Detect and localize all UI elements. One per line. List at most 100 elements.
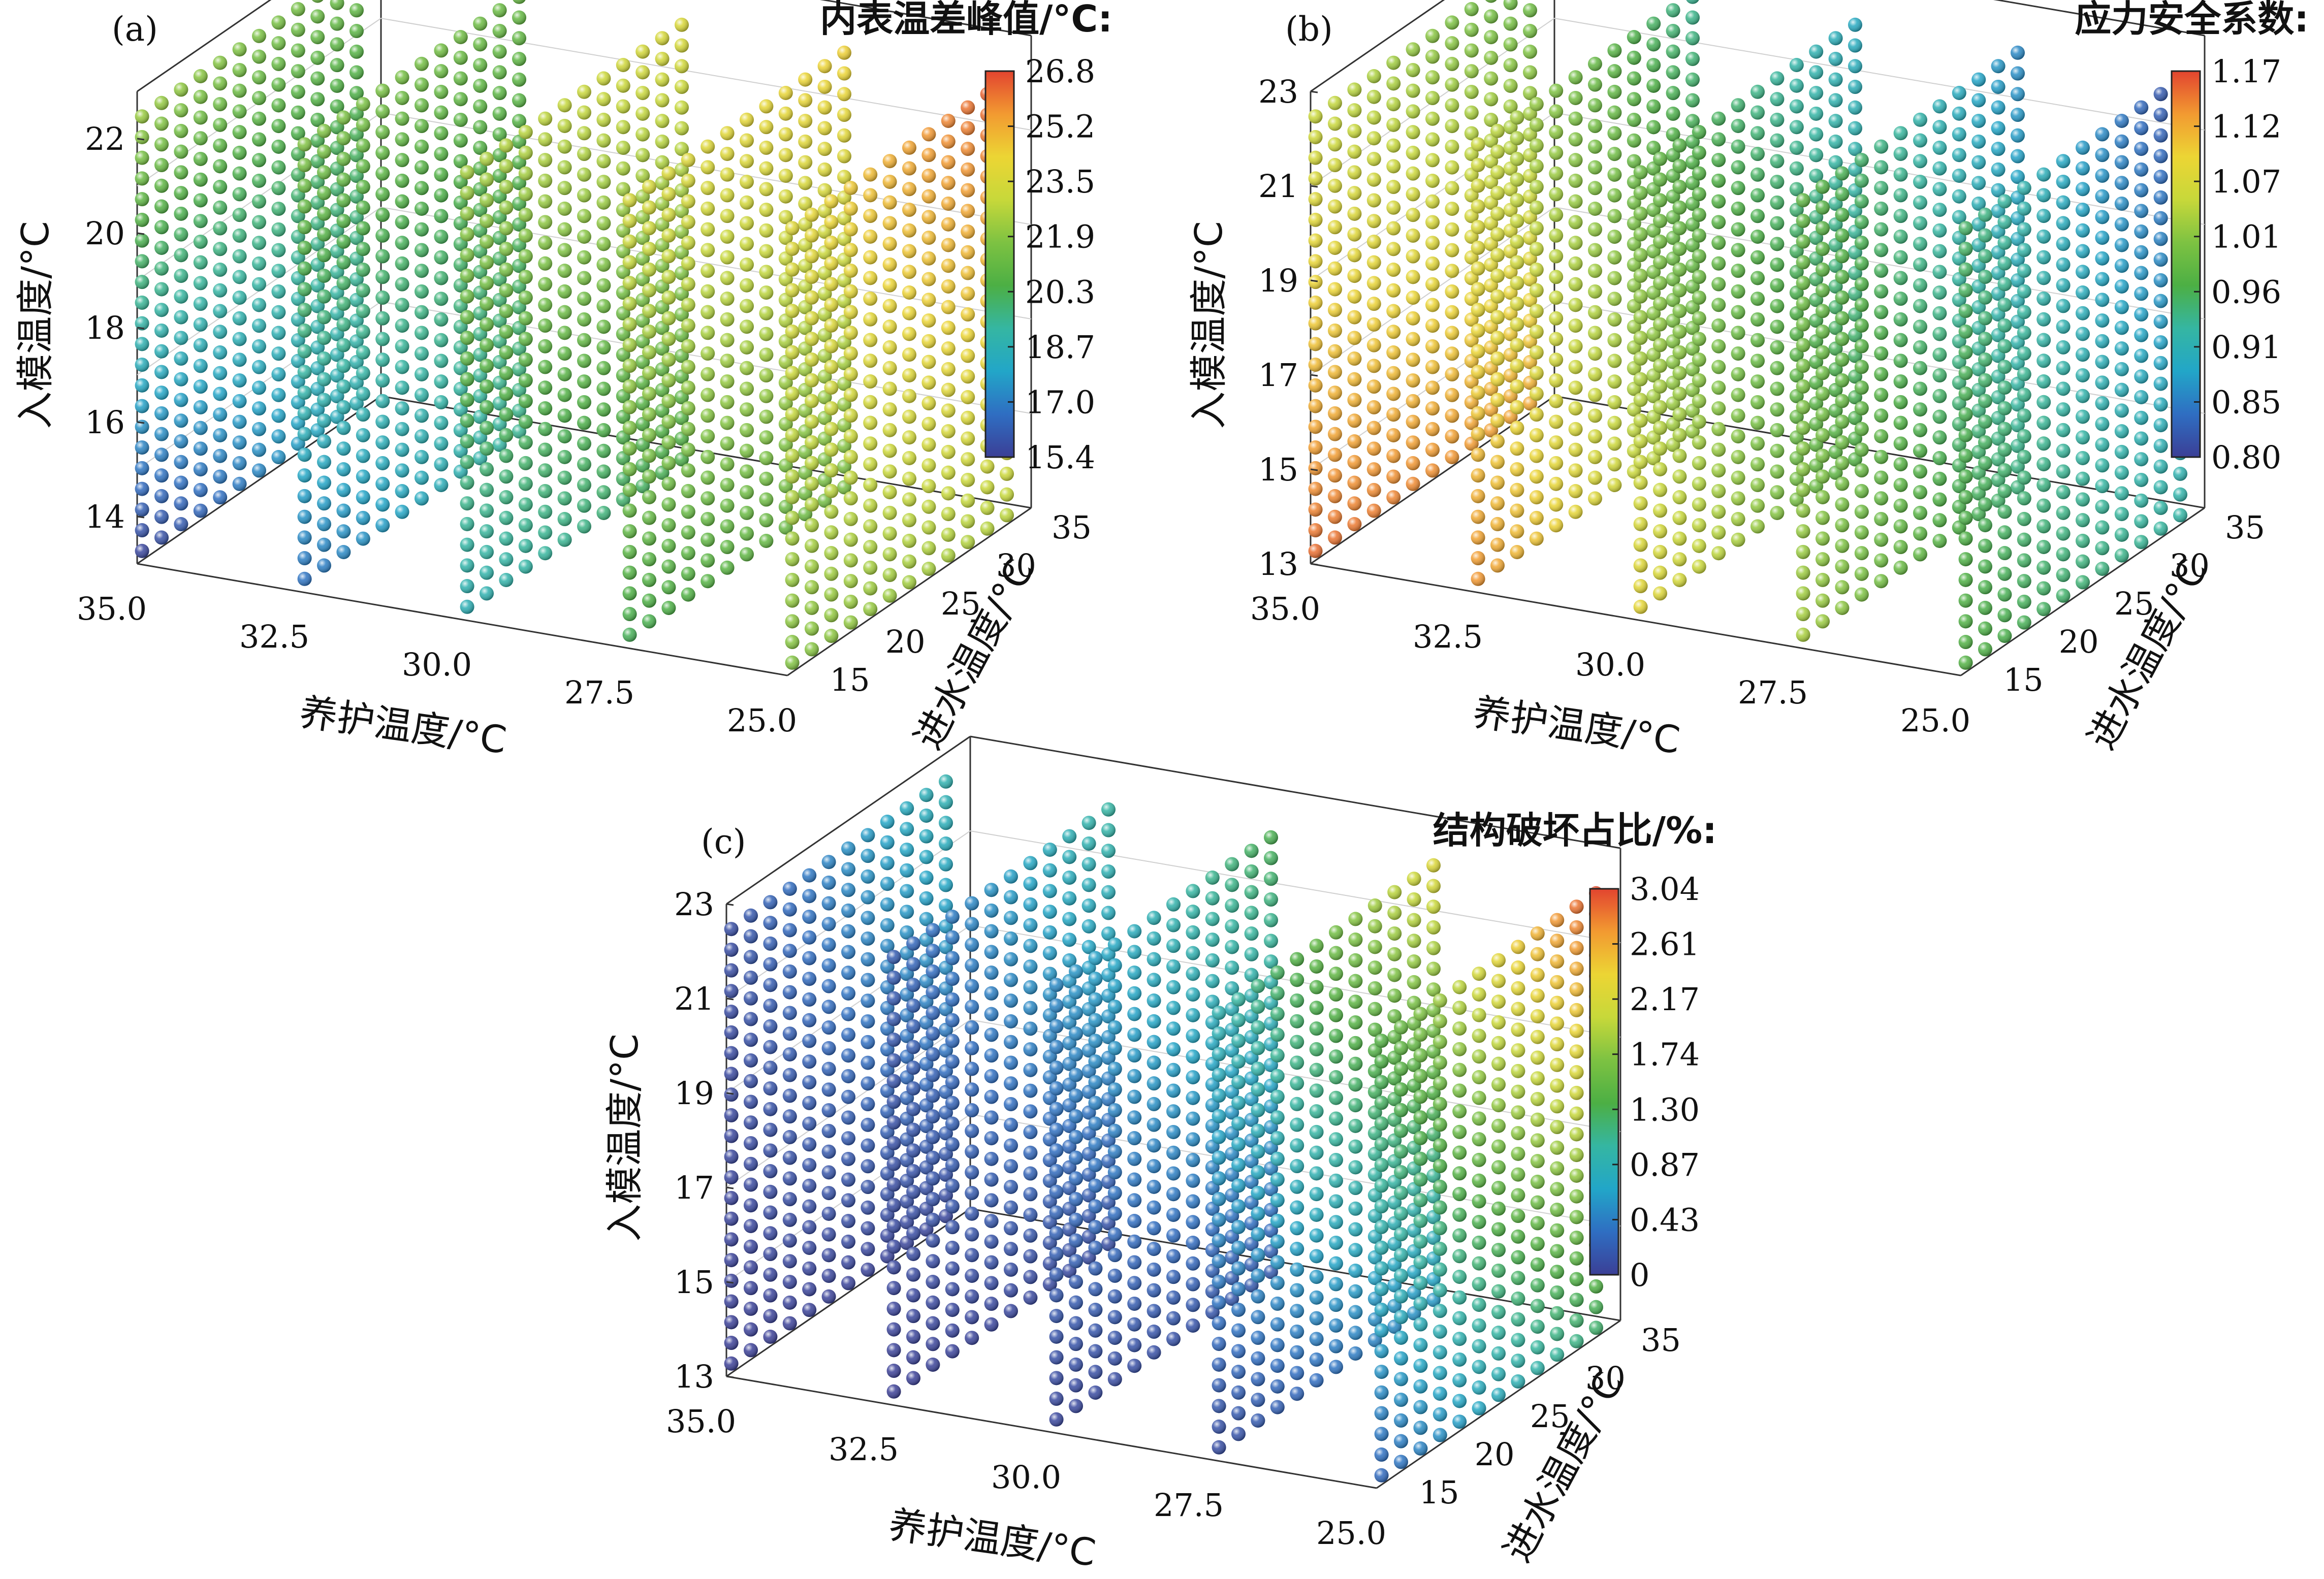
data-point-shade [1588, 119, 1602, 134]
data-point-shade [1672, 262, 1687, 277]
data-point-shade [843, 408, 858, 423]
data-point-shade [1991, 142, 2005, 156]
data-point-shade [1874, 429, 1889, 443]
data-point-shade [1854, 587, 1869, 602]
data-point-shade [1588, 346, 1602, 361]
data-point-shade [174, 413, 188, 428]
data-point-shade [843, 284, 858, 299]
data-point-shade [805, 559, 819, 574]
data-point-shade [1549, 145, 1564, 160]
data-point-shade [596, 423, 611, 438]
data-point-shade [1711, 318, 1726, 333]
data-point-shade [921, 272, 936, 286]
data-point-shade [882, 361, 897, 375]
data-point-shade [174, 434, 188, 449]
data-point-shade [310, 30, 325, 45]
data-point-shade [395, 90, 409, 105]
data-point-shade [252, 215, 266, 230]
data-point-shade [642, 242, 656, 256]
data-point-shade [1510, 255, 1524, 270]
data-point-shade [1425, 360, 1440, 374]
data-point-shade [480, 193, 494, 208]
data-point-shade [1503, 0, 1518, 10]
data-point-shade [681, 504, 695, 519]
data-point-shade [317, 393, 331, 407]
data-point-shade [1366, 276, 1381, 291]
data-point-shade [902, 389, 916, 403]
data-point-shade [1549, 228, 1564, 243]
data-point-shade [193, 482, 208, 497]
data-point-shade [1997, 629, 2012, 643]
data-point-shade [759, 285, 774, 300]
data-point-shade [336, 359, 351, 373]
data-point-shade [395, 256, 409, 271]
data-point-shade [135, 543, 149, 558]
data-point-shade [785, 614, 800, 629]
data-point-shade [1997, 587, 2012, 602]
data-point-shade [1672, 428, 1687, 442]
data-point-shade [2036, 519, 2051, 534]
data-point-shade [356, 138, 370, 153]
data-point-shade [577, 84, 591, 99]
data-point-shade [805, 456, 819, 470]
data-point-shade [460, 351, 474, 366]
data-point-shade [2017, 408, 2031, 423]
data-point-shade [174, 123, 188, 138]
data-point-shade [557, 367, 572, 381]
data-point-shade [1529, 304, 1544, 318]
data-point-shade [499, 428, 514, 442]
data-point-shade [330, 58, 344, 73]
data-point-shade [681, 401, 695, 415]
data-point-shade [902, 575, 916, 590]
data-point-shade [1874, 160, 1889, 175]
data-point-shade [1672, 159, 1687, 174]
data-point-shade [1958, 490, 1973, 504]
data-point-shade [681, 422, 695, 436]
data-point-shade [843, 346, 858, 361]
data-point-shade [193, 462, 208, 477]
data-point-shade [1328, 178, 1342, 193]
z-axis-title: 入模温度/°C [14, 221, 57, 429]
data-point-shade [1607, 126, 1622, 141]
data-point-shade [213, 304, 228, 318]
data-point-shade [1672, 552, 1687, 567]
data-point-shade [1445, 346, 1459, 361]
data-point-shade [375, 352, 390, 367]
data-point-shade [154, 137, 169, 152]
data-point-shade [1952, 189, 1966, 204]
data-point-shade [1971, 72, 1986, 87]
data-point-shade [538, 484, 553, 498]
data-point-shade [193, 151, 208, 166]
data-point-shade [1978, 249, 1992, 264]
data-point-shade [252, 298, 266, 312]
data-point-shade [1529, 283, 1544, 298]
data-point-shade [1958, 407, 1973, 422]
data-point-shade [1958, 448, 1973, 463]
data-point-shade [675, 100, 689, 115]
data-point-shade [1770, 340, 1785, 355]
data-point-shade [961, 183, 975, 198]
data-point-shade [434, 436, 449, 451]
data-point-shade [921, 499, 936, 514]
data-point-shade [1958, 572, 1973, 587]
data-point-shade [1646, 99, 1661, 114]
data-point-shade [1770, 506, 1785, 520]
data-point-shade [681, 442, 695, 457]
data-point-shade [557, 512, 572, 527]
data-point-shade [1711, 111, 1726, 126]
data-point-shade [1529, 138, 1544, 153]
data-point-shade [460, 537, 474, 552]
data-point-shade [1406, 104, 1420, 119]
data-point-shade [1932, 513, 1947, 528]
data-point-shade [941, 217, 956, 232]
data-point-shade [1549, 352, 1564, 367]
data-point-shade [310, 113, 325, 127]
data-point-shade [193, 297, 208, 311]
data-point-shade [1692, 352, 1706, 367]
data-point-shade [596, 257, 611, 272]
data-point-shade [805, 352, 819, 367]
data-point-shade [395, 401, 409, 416]
data-point-shade [1854, 484, 1869, 498]
data-point-shade [1386, 325, 1401, 339]
